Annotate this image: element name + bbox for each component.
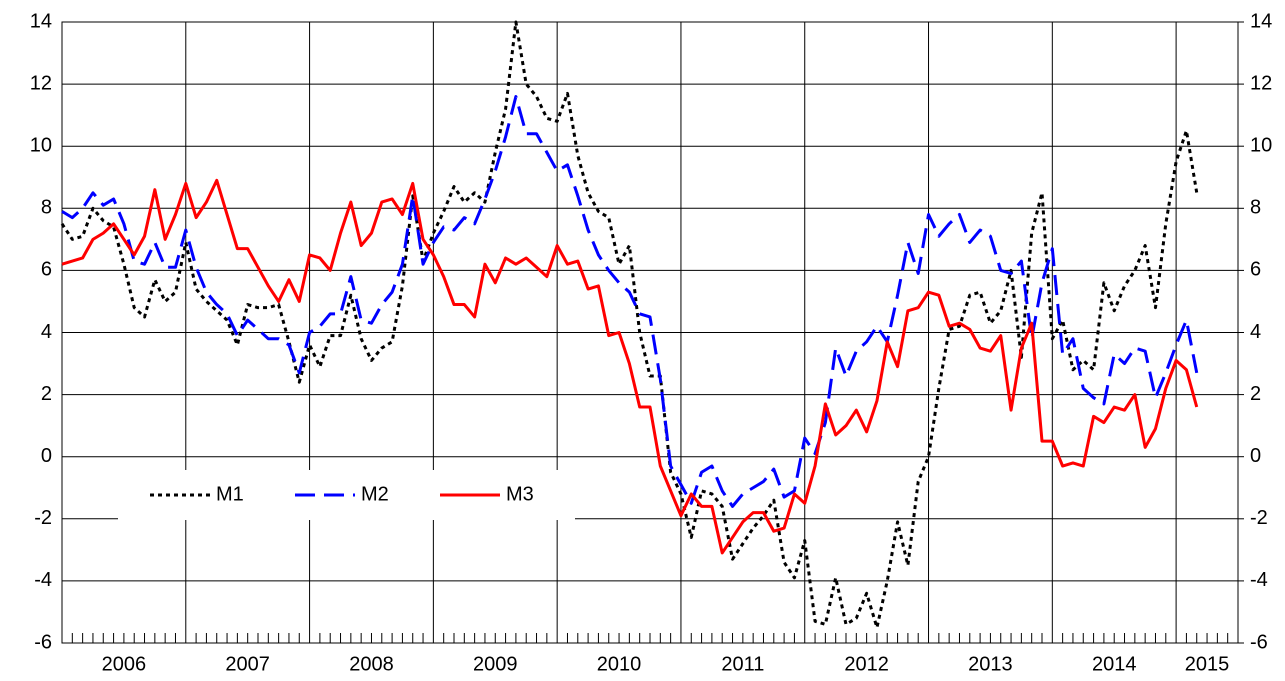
y2-tick-label: 12 — [1250, 72, 1272, 94]
series-line — [61, 178, 1199, 555]
series-line — [60, 20, 1199, 629]
x-tick-label: 2013 — [968, 653, 1013, 675]
x-tick-label: 2009 — [473, 653, 518, 675]
y2-tick-label: 6 — [1250, 259, 1261, 281]
x-tick-label: 2008 — [349, 653, 394, 675]
series-line — [61, 95, 1199, 508]
y2-tick-label: 4 — [1250, 321, 1261, 343]
y2-tick-label: -6 — [1250, 631, 1268, 653]
legend-label: M3 — [506, 483, 534, 505]
y-tick-label: -6 — [34, 631, 52, 653]
y2-tick-label: 10 — [1250, 134, 1272, 156]
y2-tick-label: 14 — [1250, 10, 1272, 32]
y-tick-label: -2 — [34, 507, 52, 529]
legend-label: M2 — [361, 483, 389, 505]
y-tick-label: 12 — [30, 72, 52, 94]
y-tick-label: 2 — [41, 383, 52, 405]
x-tick-label: 2006 — [102, 653, 147, 675]
x-tick-label: 2012 — [844, 653, 889, 675]
y-tick-label: 10 — [30, 134, 52, 156]
x-tick-label: 2014 — [1092, 653, 1137, 675]
legend-label: M1 — [216, 483, 244, 505]
x-tick-label: 2011 — [721, 653, 764, 675]
y2-tick-label: 0 — [1250, 445, 1261, 467]
plot-frame — [61, 21, 1239, 644]
x-tick-label: 2007 — [225, 653, 270, 675]
y2-tick-label: 8 — [1250, 197, 1261, 219]
y-tick-label: -4 — [34, 569, 52, 591]
y2-tick-label: -2 — [1250, 507, 1268, 529]
y2-tick-label: -4 — [1250, 569, 1268, 591]
y-tick-label: 14 — [30, 10, 52, 32]
y-tick-label: 4 — [41, 321, 52, 343]
x-tick-label: 2015 — [1185, 653, 1230, 675]
y-tick-label: 8 — [41, 197, 52, 219]
x-tick-label: 2010 — [597, 653, 642, 675]
y-tick-label: 6 — [41, 259, 52, 281]
y2-tick-label: 2 — [1250, 383, 1261, 405]
y-tick-label: 0 — [41, 445, 52, 467]
